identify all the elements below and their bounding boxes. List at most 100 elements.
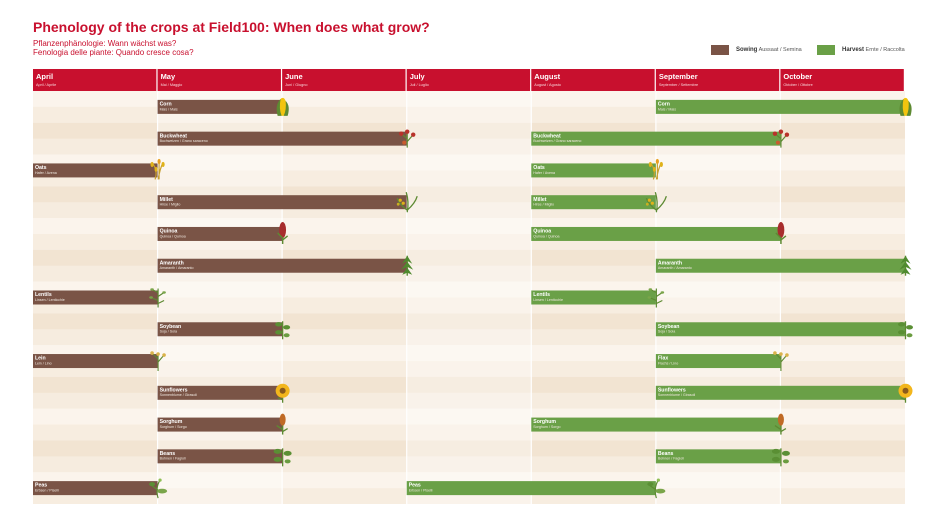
sowing-bar: [157, 449, 283, 464]
buckwheat-icon: [772, 129, 790, 148]
harvest-label: Quinoa: [533, 229, 551, 235]
corn-icon: [899, 97, 912, 116]
month-header: [282, 69, 406, 91]
sowing-label: Buckwheat: [160, 133, 188, 139]
sowing-translation: Sorghum / Sorgo: [160, 425, 187, 429]
harvest-label: Soybean: [658, 324, 680, 330]
sowing-label: Sorghum: [160, 419, 183, 425]
harvest-translation: Hafer / Avena: [533, 171, 555, 175]
harvest-translation: Sorghum / Sorgo: [533, 425, 560, 429]
harvest-bar: [531, 417, 781, 432]
harvest-translation: Erbsen / Piselli: [409, 489, 433, 493]
sowing-bar: [157, 131, 407, 146]
month-translation: Mai / Maggio: [161, 83, 183, 87]
harvest-translation: Soja / Soia: [658, 330, 675, 334]
column-shade: [406, 91, 532, 504]
harvest-translation: Mais / Mais: [658, 107, 676, 111]
sowing-translation: Bohnen / Fagioli: [160, 457, 186, 461]
harvest-bar: [531, 131, 781, 146]
harvest-label: Oats: [533, 165, 545, 171]
harvest-translation: Quinoa / Quinoa: [533, 234, 559, 238]
oats-icon: [648, 158, 663, 180]
harvest-bar: [655, 258, 905, 273]
harvest-translation: Bohnen / Fagioli: [658, 457, 684, 461]
sowing-translation: Hirse / Miglio: [160, 203, 181, 207]
sowing-bar: [157, 417, 283, 432]
month-label: September: [659, 72, 698, 81]
month-translation: Juni / Giugno: [285, 83, 307, 87]
beans-icon: [771, 448, 790, 467]
subtitle-german: Pflanzenphänologie: Wann wächst was?: [33, 39, 177, 48]
quinoa-icon: [775, 221, 787, 244]
harvest-bar: [655, 449, 781, 464]
harvest-bar: [531, 195, 656, 210]
soybean-icon: [275, 321, 291, 340]
amaranth-icon: [401, 255, 414, 276]
legend-harvest-translation: Ernte / Raccolta: [865, 47, 905, 53]
quinoa-icon: [277, 221, 289, 244]
sowing-label: Soybean: [160, 324, 182, 330]
month-translation: August / Agosto: [534, 83, 561, 87]
soybean-icon: [898, 321, 913, 340]
sowing-label: Sunflowers: [160, 387, 188, 393]
sowing-translation: Lein / Lino: [35, 361, 52, 365]
month-header: [33, 69, 157, 91]
month-label: October: [783, 72, 812, 81]
sowing-bar: [33, 290, 158, 305]
harvest-translation: Flachs / Lino: [658, 361, 678, 365]
legend-sowing: Sowing Aussaat / Semina: [711, 44, 802, 56]
oats-icon: [150, 158, 165, 180]
sowing-label: Quinoa: [160, 229, 178, 235]
harvest-bar: [655, 99, 905, 114]
harvest-bar: [531, 290, 656, 305]
legend-sowing-swatch: [711, 45, 729, 55]
month-label: April: [36, 72, 53, 81]
month-label: May: [161, 72, 176, 81]
harvest-bar: [655, 322, 905, 337]
month-label: July: [410, 72, 426, 81]
sowing-translation: Hafer / Avena: [35, 171, 57, 175]
sowing-bar: [157, 195, 407, 210]
row-substripe: [33, 488, 905, 504]
sowing-bar: [157, 226, 283, 241]
harvest-label: Millet: [533, 197, 547, 203]
sunflower-icon: [898, 383, 913, 403]
harvest-label: Corn: [658, 101, 670, 107]
page-title: Phenology of the crops at Field100: When…: [33, 19, 430, 35]
sowing-translation: Buchweizen / Grano saraceno: [160, 139, 208, 143]
sowing-label: Corn: [160, 101, 172, 107]
row-substripe: [33, 297, 905, 314]
month-header: [157, 69, 281, 91]
sowing-translation: Linsen / Lenticchie: [35, 298, 65, 302]
harvest-translation: Linsen / Lenticchie: [533, 298, 563, 302]
sowing-label: Oats: [35, 165, 47, 171]
sowing-translation: Mais / Mais: [160, 107, 178, 111]
sorghum-icon: [774, 413, 787, 435]
sowing-bar: [157, 385, 283, 400]
sowing-bar: [33, 163, 158, 178]
harvest-label: Sunflowers: [658, 387, 686, 393]
sowing-translation: Erbsen / Piselli: [35, 489, 59, 493]
legend-harvest-label: Harvest: [842, 47, 865, 53]
harvest-label: Sorghum: [533, 419, 556, 425]
peas-icon: [149, 478, 168, 499]
amaranth-icon: [899, 255, 912, 276]
sowing-translation: Amaranth / Amaranto: [160, 266, 194, 270]
buckwheat-icon: [399, 129, 416, 148]
harvest-bar: [531, 226, 781, 241]
month-translation: Oktober / Ottobre: [783, 83, 812, 87]
month-header: [531, 69, 655, 91]
flax-icon: [773, 351, 789, 372]
month-header: [780, 69, 904, 91]
sowing-translation: Quinoa / Quinoa: [160, 234, 186, 238]
month-header: [406, 69, 531, 91]
sowing-translation: Sonnenblume / Girasoli: [160, 393, 198, 397]
sowing-translation: Soja / Soia: [160, 330, 177, 334]
legend-sowing-label: Sowing: [736, 47, 758, 53]
peas-icon: [647, 478, 666, 499]
sowing-label: Amaranth: [160, 260, 184, 266]
sowing-label: Millet: [160, 197, 174, 203]
sowing-bar: [157, 322, 283, 337]
millet-icon: [396, 192, 418, 213]
